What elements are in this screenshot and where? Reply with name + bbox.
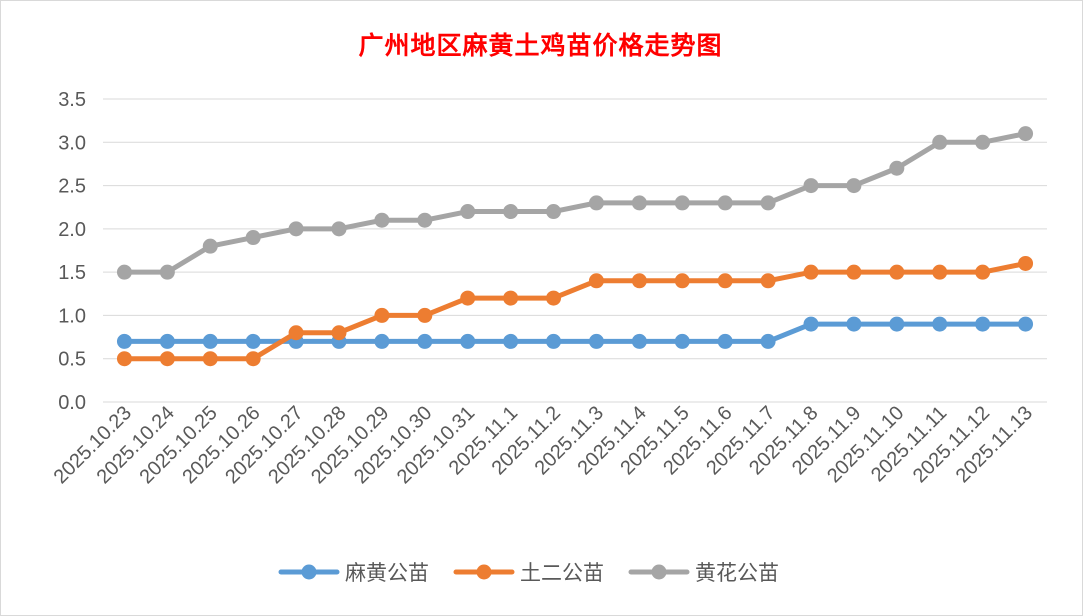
data-point: [503, 333, 519, 349]
series-line: [121, 131, 1029, 275]
data-point: [760, 333, 776, 349]
y-tick-label: 3.5: [58, 89, 86, 111]
data-point: [159, 264, 175, 280]
data-point: [889, 160, 905, 176]
data-point: [116, 264, 132, 280]
data-point: [846, 178, 862, 194]
data-point: [631, 273, 647, 289]
data-point: [331, 325, 347, 341]
data-point: [588, 195, 604, 211]
data-point: [288, 325, 304, 341]
y-tick-label: 3.0: [58, 132, 86, 154]
y-tick-label: 2.5: [58, 176, 86, 198]
data-point: [760, 195, 776, 211]
data-point: [717, 333, 733, 349]
data-point: [975, 316, 991, 332]
data-point: [846, 264, 862, 280]
data-point: [417, 333, 433, 349]
legend-marker: [651, 564, 667, 580]
legend-label: 黄花公苗: [695, 561, 779, 585]
data-point: [460, 290, 476, 306]
data-point: [803, 178, 819, 194]
data-point: [932, 264, 948, 280]
data-point: [717, 273, 733, 289]
legend-label: 土二公苗: [520, 561, 604, 585]
y-tick-label: 2.0: [58, 219, 86, 241]
data-point: [460, 333, 476, 349]
data-point: [1018, 316, 1034, 332]
legend-marker: [301, 564, 317, 580]
chart-title: 广州地区麻黄土鸡苗价格走势图: [358, 31, 723, 60]
data-point: [417, 307, 433, 323]
data-point: [674, 333, 690, 349]
data-point: [202, 351, 218, 367]
data-point: [889, 264, 905, 280]
data-point: [116, 333, 132, 349]
data-point: [245, 351, 261, 367]
data-point: [932, 316, 948, 332]
data-point: [331, 221, 347, 237]
data-point: [417, 212, 433, 228]
data-point: [588, 273, 604, 289]
series-line: [121, 321, 1029, 344]
data-point: [374, 333, 390, 349]
data-point: [546, 204, 562, 220]
data-point: [202, 238, 218, 254]
y-tick-label: 1.5: [58, 262, 86, 284]
y-tick-label: 0.0: [58, 392, 86, 414]
data-point: [1018, 255, 1034, 271]
data-point: [159, 351, 175, 367]
data-point: [202, 333, 218, 349]
data-point: [932, 134, 948, 150]
data-point: [546, 290, 562, 306]
data-point: [760, 273, 776, 289]
data-point: [674, 195, 690, 211]
data-point: [460, 204, 476, 220]
legend-label: 麻黄公苗: [345, 561, 429, 585]
data-point: [288, 221, 304, 237]
data-point: [803, 264, 819, 280]
series-line: [121, 260, 1029, 362]
data-point: [975, 264, 991, 280]
data-point: [503, 204, 519, 220]
data-point: [846, 316, 862, 332]
data-point: [159, 333, 175, 349]
y-tick-label: 0.5: [58, 349, 86, 371]
data-point: [374, 212, 390, 228]
data-point: [1018, 126, 1034, 142]
data-point: [803, 316, 819, 332]
data-point: [717, 195, 733, 211]
data-point: [116, 351, 132, 367]
data-point: [503, 290, 519, 306]
data-point: [374, 307, 390, 323]
data-point: [631, 333, 647, 349]
data-point: [631, 195, 647, 211]
legend-marker: [476, 564, 492, 580]
data-point: [546, 333, 562, 349]
data-point: [245, 230, 261, 246]
data-point: [889, 316, 905, 332]
data-point: [245, 333, 261, 349]
y-tick-label: 1.0: [58, 305, 86, 327]
data-point: [674, 273, 690, 289]
data-point: [975, 134, 991, 150]
data-point: [588, 333, 604, 349]
